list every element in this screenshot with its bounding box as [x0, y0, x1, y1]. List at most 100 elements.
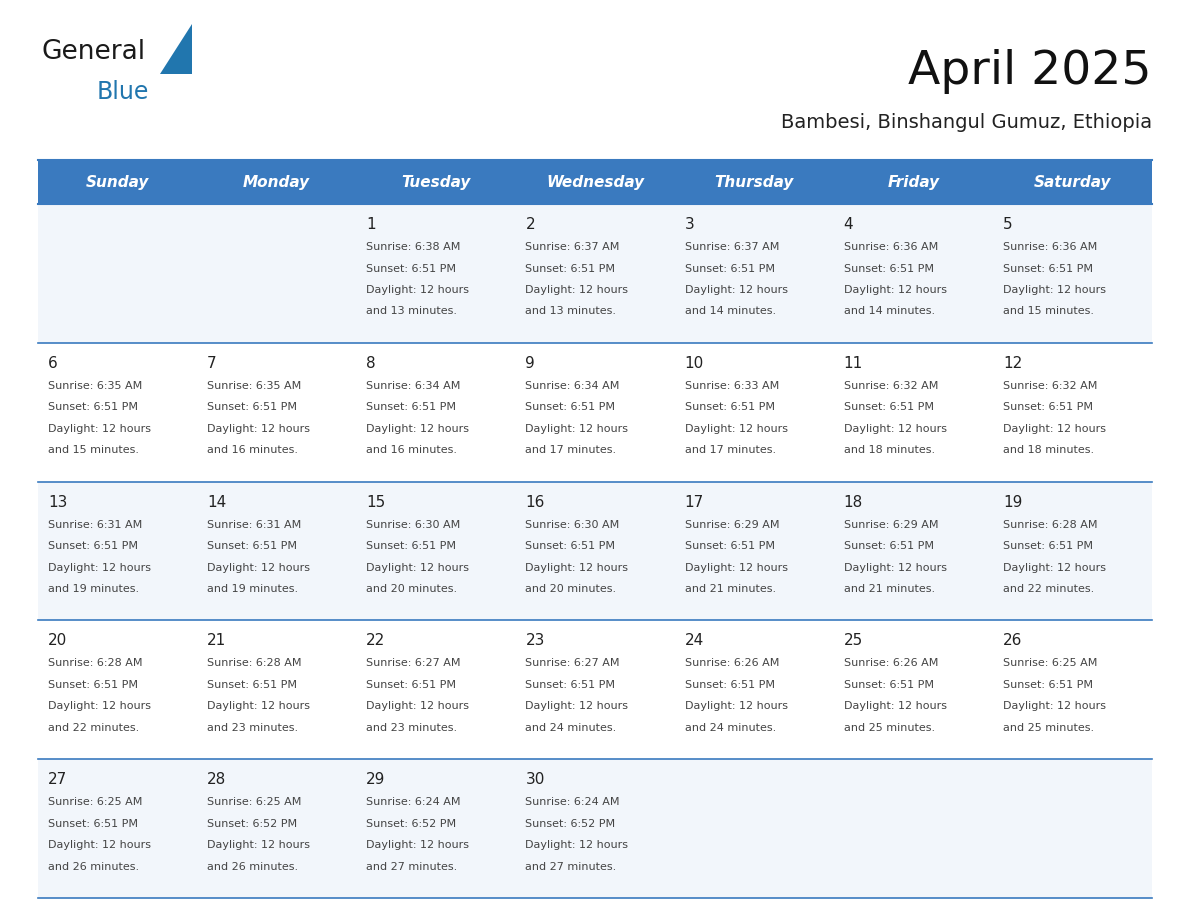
Text: 8: 8 [366, 356, 375, 371]
Text: 28: 28 [207, 772, 227, 788]
Bar [197, 621, 356, 759]
Text: Sunrise: 6:27 AM: Sunrise: 6:27 AM [366, 658, 461, 668]
Bar [675, 482, 834, 621]
Text: Monday: Monday [244, 174, 310, 189]
Text: Sunrise: 6:25 AM: Sunrise: 6:25 AM [48, 797, 143, 807]
Text: Sunset: 6:51 PM: Sunset: 6:51 PM [684, 541, 775, 551]
Text: Sunrise: 6:36 AM: Sunrise: 6:36 AM [843, 242, 939, 252]
Bar [834, 482, 993, 621]
Bar [197, 759, 356, 898]
Bar [356, 204, 516, 342]
Text: 12: 12 [1003, 356, 1022, 371]
Text: Sunrise: 6:28 AM: Sunrise: 6:28 AM [48, 658, 143, 668]
Text: and 17 minutes.: and 17 minutes. [525, 445, 617, 455]
Text: 13: 13 [48, 495, 68, 509]
Text: Sunset: 6:51 PM: Sunset: 6:51 PM [48, 402, 138, 412]
Text: and 17 minutes.: and 17 minutes. [684, 445, 776, 455]
Text: Sunrise: 6:35 AM: Sunrise: 6:35 AM [48, 381, 143, 391]
Bar [834, 621, 993, 759]
Bar [38, 342, 197, 482]
Text: 1: 1 [366, 217, 375, 232]
Text: Daylight: 12 hours: Daylight: 12 hours [843, 424, 947, 434]
Text: Daylight: 12 hours: Daylight: 12 hours [1003, 424, 1106, 434]
Text: Sunrise: 6:29 AM: Sunrise: 6:29 AM [843, 520, 939, 530]
Text: Daylight: 12 hours: Daylight: 12 hours [48, 563, 151, 573]
Text: Sunrise: 6:26 AM: Sunrise: 6:26 AM [684, 658, 779, 668]
Text: 11: 11 [843, 356, 862, 371]
Text: Daylight: 12 hours: Daylight: 12 hours [843, 285, 947, 295]
Text: and 21 minutes.: and 21 minutes. [684, 584, 776, 594]
Text: Daylight: 12 hours: Daylight: 12 hours [525, 424, 628, 434]
Text: Daylight: 12 hours: Daylight: 12 hours [207, 840, 310, 850]
Text: Daylight: 12 hours: Daylight: 12 hours [843, 701, 947, 711]
Text: Sunrise: 6:25 AM: Sunrise: 6:25 AM [1003, 658, 1098, 668]
Text: 18: 18 [843, 495, 862, 509]
Bar [993, 342, 1152, 482]
Text: Sunset: 6:51 PM: Sunset: 6:51 PM [207, 680, 297, 690]
Text: Sunrise: 6:24 AM: Sunrise: 6:24 AM [525, 797, 620, 807]
Text: Sunrise: 6:28 AM: Sunrise: 6:28 AM [1003, 520, 1098, 530]
Text: Sunrise: 6:37 AM: Sunrise: 6:37 AM [684, 242, 779, 252]
Bar [38, 160, 197, 204]
Bar [516, 342, 675, 482]
Text: Daylight: 12 hours: Daylight: 12 hours [207, 563, 310, 573]
Text: Wednesday: Wednesday [546, 174, 644, 189]
Text: Sunrise: 6:25 AM: Sunrise: 6:25 AM [207, 797, 302, 807]
Text: Sunset: 6:51 PM: Sunset: 6:51 PM [843, 263, 934, 274]
Bar [834, 342, 993, 482]
Text: 15: 15 [366, 495, 386, 509]
Text: Friday: Friday [887, 174, 940, 189]
Text: and 21 minutes.: and 21 minutes. [843, 584, 935, 594]
Text: Sunset: 6:51 PM: Sunset: 6:51 PM [684, 402, 775, 412]
Text: Sunrise: 6:32 AM: Sunrise: 6:32 AM [843, 381, 939, 391]
Text: and 26 minutes.: and 26 minutes. [48, 862, 139, 872]
Text: Sunset: 6:52 PM: Sunset: 6:52 PM [366, 819, 456, 829]
Text: Daylight: 12 hours: Daylight: 12 hours [525, 563, 628, 573]
Bar [356, 759, 516, 898]
Text: Daylight: 12 hours: Daylight: 12 hours [525, 840, 628, 850]
Text: Sunset: 6:51 PM: Sunset: 6:51 PM [684, 263, 775, 274]
Bar [356, 160, 516, 204]
Text: 25: 25 [843, 633, 862, 648]
Text: Daylight: 12 hours: Daylight: 12 hours [1003, 285, 1106, 295]
Text: Saturday: Saturday [1034, 174, 1111, 189]
Bar [356, 621, 516, 759]
Text: Daylight: 12 hours: Daylight: 12 hours [684, 285, 788, 295]
Text: 30: 30 [525, 772, 545, 788]
Text: 2: 2 [525, 217, 535, 232]
Text: Daylight: 12 hours: Daylight: 12 hours [684, 563, 788, 573]
Text: and 13 minutes.: and 13 minutes. [366, 307, 457, 317]
Text: 20: 20 [48, 633, 68, 648]
Text: Sunset: 6:51 PM: Sunset: 6:51 PM [48, 541, 138, 551]
Text: Sunrise: 6:29 AM: Sunrise: 6:29 AM [684, 520, 779, 530]
Text: 16: 16 [525, 495, 545, 509]
Text: Sunrise: 6:34 AM: Sunrise: 6:34 AM [366, 381, 461, 391]
Text: and 15 minutes.: and 15 minutes. [1003, 307, 1094, 317]
Text: 24: 24 [684, 633, 703, 648]
Text: and 16 minutes.: and 16 minutes. [207, 445, 298, 455]
Text: Sunset: 6:51 PM: Sunset: 6:51 PM [684, 680, 775, 690]
Text: Daylight: 12 hours: Daylight: 12 hours [525, 701, 628, 711]
Text: Sunset: 6:51 PM: Sunset: 6:51 PM [48, 680, 138, 690]
Text: Sunset: 6:52 PM: Sunset: 6:52 PM [525, 819, 615, 829]
Text: Tuesday: Tuesday [402, 174, 470, 189]
Text: Sunrise: 6:33 AM: Sunrise: 6:33 AM [684, 381, 779, 391]
Text: Sunset: 6:51 PM: Sunset: 6:51 PM [366, 680, 456, 690]
Text: and 27 minutes.: and 27 minutes. [366, 862, 457, 872]
Text: Sunrise: 6:30 AM: Sunrise: 6:30 AM [525, 520, 620, 530]
Text: Sunrise: 6:26 AM: Sunrise: 6:26 AM [843, 658, 939, 668]
Text: Sunrise: 6:36 AM: Sunrise: 6:36 AM [1003, 242, 1097, 252]
Text: Daylight: 12 hours: Daylight: 12 hours [48, 840, 151, 850]
Text: and 26 minutes.: and 26 minutes. [207, 862, 298, 872]
Bar [516, 204, 675, 342]
Text: and 23 minutes.: and 23 minutes. [207, 722, 298, 733]
Text: Sunset: 6:51 PM: Sunset: 6:51 PM [525, 541, 615, 551]
Bar [197, 204, 356, 342]
Text: 26: 26 [1003, 633, 1022, 648]
Bar [38, 204, 197, 342]
Text: Daylight: 12 hours: Daylight: 12 hours [1003, 563, 1106, 573]
Text: Sunset: 6:51 PM: Sunset: 6:51 PM [1003, 402, 1093, 412]
Text: Daylight: 12 hours: Daylight: 12 hours [366, 285, 469, 295]
Bar [834, 204, 993, 342]
Text: Sunrise: 6:35 AM: Sunrise: 6:35 AM [207, 381, 302, 391]
